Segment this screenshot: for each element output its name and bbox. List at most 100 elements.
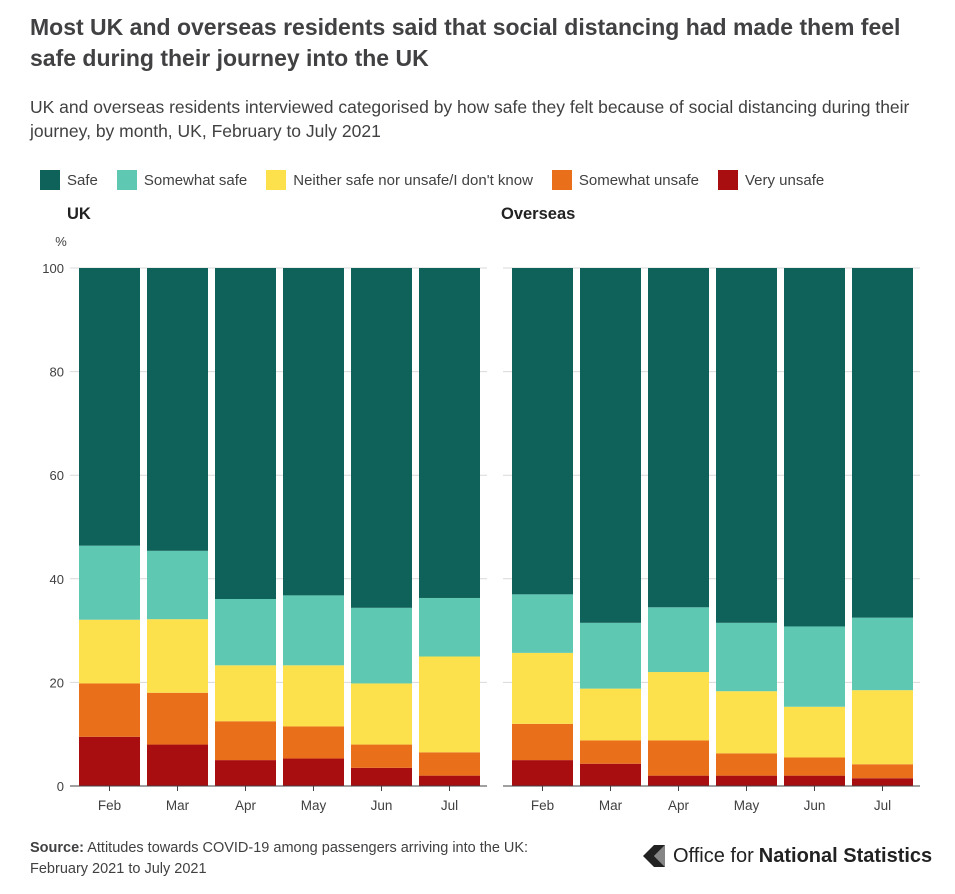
bar-uk-jun-somewhat-unsafe[interactable]: [351, 744, 412, 768]
x-tick-label: Jul: [874, 798, 891, 813]
ons-logo[interactable]: Office for National Statistics: [641, 843, 932, 869]
bar-uk-mar-somewhat-safe[interactable]: [147, 550, 208, 620]
bar-overseas-mar-somewhat-unsafe[interactable]: [580, 740, 641, 764]
bar-uk-jun-very-unsafe[interactable]: [351, 767, 412, 786]
bar-uk-jul-safe[interactable]: [419, 268, 480, 598]
source-label: Source:: [30, 840, 84, 856]
bar-overseas-jul-somewhat-unsafe[interactable]: [852, 764, 913, 779]
bar-overseas-may-somewhat-safe[interactable]: [716, 622, 777, 692]
legend-swatch-safe: [40, 170, 60, 190]
legend-item-neither[interactable]: Neither safe nor unsafe/I don't know: [266, 170, 533, 190]
bar-overseas-feb-neither-safe-nor-unsafe-i-don-t-know[interactable]: [512, 652, 573, 724]
bar-overseas-jun-very-unsafe[interactable]: [784, 775, 845, 786]
bar-uk-jun-somewhat-safe[interactable]: [351, 607, 412, 684]
bar-uk-jul-neither-safe-nor-unsafe-i-don-t-know[interactable]: [419, 656, 480, 753]
bar-uk-feb-somewhat-safe[interactable]: [79, 545, 140, 620]
x-tick-label: Apr: [668, 798, 690, 813]
bar-uk-mar-somewhat-unsafe[interactable]: [147, 692, 208, 745]
bar-uk-apr-safe[interactable]: [215, 268, 276, 600]
bar-uk-may-somewhat-safe[interactable]: [283, 595, 344, 666]
logo-text-light: Office for: [673, 844, 754, 867]
bar-overseas-jul-very-unsafe[interactable]: [852, 778, 913, 786]
legend-swatch-somewhat-safe: [116, 170, 137, 190]
y-tick-label: 100: [42, 261, 64, 276]
bar-overseas-may-neither-safe-nor-unsafe-i-don-t-know[interactable]: [716, 691, 777, 754]
x-tick-label: Mar: [166, 798, 190, 813]
bar-overseas-apr-neither-safe-nor-unsafe-i-don-t-know[interactable]: [648, 672, 709, 741]
bar-overseas-jul-safe[interactable]: [852, 268, 913, 618]
x-tick-label: May: [734, 798, 760, 813]
bar-overseas-apr-somewhat-unsafe[interactable]: [648, 740, 709, 776]
bar-overseas-apr-very-unsafe[interactable]: [648, 775, 709, 786]
bar-overseas-feb-safe[interactable]: [512, 268, 573, 595]
bar-uk-feb-safe[interactable]: [79, 268, 140, 546]
bar-uk-jun-safe[interactable]: [351, 268, 412, 608]
bar-uk-apr-very-unsafe[interactable]: [215, 760, 276, 786]
legend-label-very-unsafe: Very unsafe: [745, 171, 825, 189]
bar-uk-apr-somewhat-unsafe[interactable]: [215, 721, 276, 761]
legend-swatch-neither: [266, 170, 287, 190]
y-tick-label: 0: [57, 779, 64, 794]
ons-logo-icon: [643, 845, 665, 867]
bar-uk-jun-neither-safe-nor-unsafe-i-don-t-know[interactable]: [351, 683, 412, 745]
legend-item-somewhat-safe[interactable]: Somewhat safe: [116, 170, 247, 190]
bar-overseas-may-safe[interactable]: [716, 268, 777, 623]
legend-label-neither: Neither safe nor unsafe/I don't know: [293, 171, 533, 189]
bar-overseas-apr-safe[interactable]: [648, 268, 709, 608]
bar-uk-feb-very-unsafe[interactable]: [79, 736, 140, 786]
bar-uk-may-somewhat-unsafe[interactable]: [283, 726, 344, 759]
x-tick-label: Jul: [441, 798, 458, 813]
x-tick-label: May: [301, 798, 327, 813]
bar-uk-apr-neither-safe-nor-unsafe-i-don-t-know[interactable]: [215, 665, 276, 722]
bar-overseas-may-very-unsafe[interactable]: [716, 775, 777, 786]
bar-uk-may-neither-safe-nor-unsafe-i-don-t-know[interactable]: [283, 665, 344, 727]
bar-overseas-feb-very-unsafe[interactable]: [512, 760, 573, 786]
chart-subtitle: UK and overseas residents interviewed ca…: [30, 97, 910, 141]
legend-item-safe[interactable]: Safe: [40, 170, 98, 190]
y-tick-label: 20: [50, 675, 64, 690]
bar-overseas-feb-somewhat-unsafe[interactable]: [512, 723, 573, 761]
bar-uk-jul-somewhat-unsafe[interactable]: [419, 752, 480, 776]
bar-overseas-mar-safe[interactable]: [580, 268, 641, 623]
bar-overseas-jun-neither-safe-nor-unsafe-i-don-t-know[interactable]: [784, 706, 845, 758]
bar-overseas-feb-somewhat-safe[interactable]: [512, 594, 573, 653]
bar-overseas-jun-somewhat-safe[interactable]: [784, 626, 845, 707]
legend-label-somewhat-unsafe: Somewhat unsafe: [578, 171, 699, 189]
bar-uk-may-safe[interactable]: [283, 268, 344, 596]
bar-uk-mar-safe[interactable]: [147, 268, 208, 551]
bar-uk-mar-very-unsafe[interactable]: [147, 744, 208, 786]
bar-overseas-mar-very-unsafe[interactable]: [580, 763, 641, 786]
legend-item-somewhat-unsafe[interactable]: Somewhat unsafe: [551, 170, 699, 190]
bar-overseas-apr-somewhat-safe[interactable]: [648, 607, 709, 673]
x-tick-label: Jun: [804, 798, 826, 813]
y-tick-label: 60: [50, 468, 64, 483]
x-tick-label: Mar: [599, 798, 623, 813]
y-tick-label: 80: [50, 365, 64, 380]
logo-text-bold: National Statistics: [758, 844, 933, 867]
bar-uk-may-very-unsafe[interactable]: [283, 758, 344, 786]
bar-overseas-mar-neither-safe-nor-unsafe-i-don-t-know[interactable]: [580, 688, 641, 741]
bar-uk-feb-neither-safe-nor-unsafe-i-don-t-know[interactable]: [79, 619, 140, 684]
y-tick-label: 40: [50, 572, 64, 587]
bar-overseas-jul-neither-safe-nor-unsafe-i-don-t-know[interactable]: [852, 690, 913, 765]
bar-overseas-jul-somewhat-safe[interactable]: [852, 617, 913, 691]
bar-uk-jul-very-unsafe[interactable]: [419, 775, 480, 786]
bar-uk-feb-somewhat-unsafe[interactable]: [79, 683, 140, 737]
bar-overseas-jun-safe[interactable]: [784, 268, 845, 627]
source-note: Source: Attitudes towards COVID-19 among…: [30, 838, 590, 880]
legend: Safe Somewhat safe Neither safe nor unsa…: [40, 170, 843, 190]
legend-label-safe: Safe: [67, 171, 98, 189]
bar-uk-mar-neither-safe-nor-unsafe-i-don-t-know[interactable]: [147, 619, 208, 693]
bar-uk-jul-somewhat-safe[interactable]: [419, 597, 480, 657]
y-axis-unit: %: [55, 234, 67, 249]
x-tick-label: Feb: [531, 798, 554, 813]
bar-overseas-jun-somewhat-unsafe[interactable]: [784, 757, 845, 776]
bar-overseas-mar-somewhat-safe[interactable]: [580, 622, 641, 689]
legend-item-very-unsafe[interactable]: Very unsafe: [718, 170, 824, 190]
bar-overseas-may-somewhat-unsafe[interactable]: [716, 753, 777, 776]
panel-overseas: Feb Mar Apr May Jun Jul: [503, 267, 920, 813]
bar-uk-apr-somewhat-safe[interactable]: [215, 599, 276, 666]
legend-swatch-somewhat-unsafe: [551, 170, 572, 190]
legend-swatch-very-unsafe: [718, 170, 738, 190]
